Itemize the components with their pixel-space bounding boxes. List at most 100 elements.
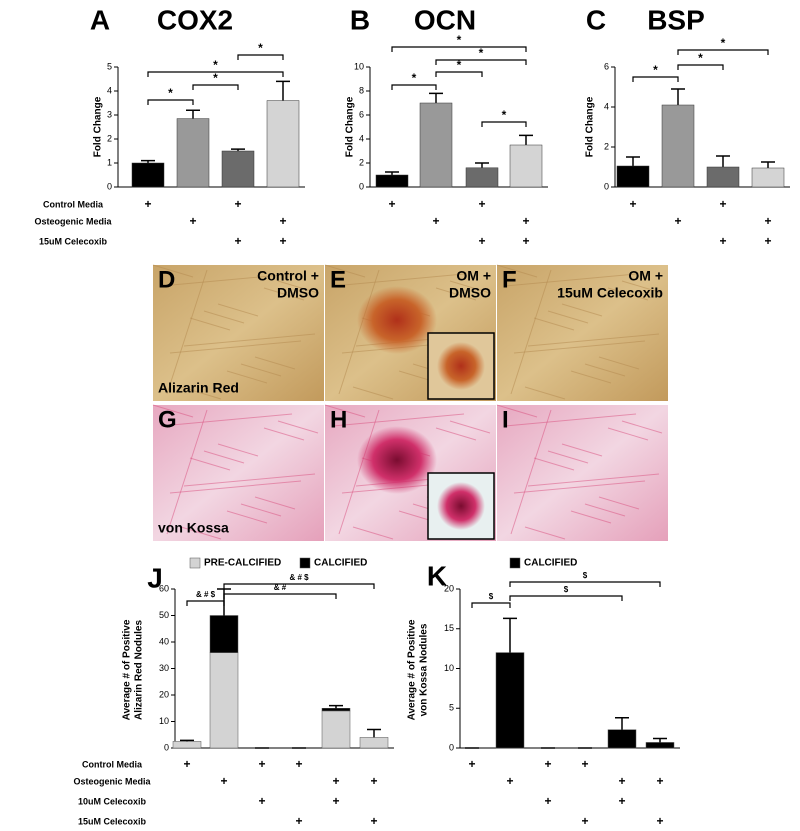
fiber (183, 333, 316, 347)
fiber (217, 303, 259, 317)
condition-mark: + (370, 774, 377, 788)
y-axis-label: Average # of Positive (122, 619, 133, 720)
fiber (352, 526, 394, 540)
fiber (189, 457, 231, 471)
error-bar (329, 704, 343, 709)
condition-mark: + (764, 214, 771, 228)
panel-letter: C (586, 4, 606, 35)
y-tick-label: 0 (107, 181, 112, 191)
fiber (332, 273, 465, 287)
inset-nodule (437, 342, 485, 390)
condition-mark: + (220, 774, 227, 788)
chart-title: OCN (414, 4, 476, 35)
fiber (332, 413, 465, 427)
y-axis-label: Fold Change (585, 96, 596, 157)
fiber (338, 269, 380, 395)
fiber (607, 427, 649, 441)
y-tick-label: 40 (159, 636, 169, 646)
error-bar (231, 148, 245, 151)
condition-mark: + (764, 234, 771, 248)
legend-swatch (189, 557, 201, 569)
fiber (226, 370, 268, 384)
condition-mark: + (432, 214, 439, 228)
significance-label: * (457, 58, 462, 72)
fiber (504, 413, 637, 427)
fiber (169, 480, 302, 494)
fiber (338, 409, 380, 535)
significance-bracket (677, 64, 724, 70)
condition-mark: + (295, 757, 302, 771)
fiber (435, 427, 477, 441)
fiber (449, 280, 491, 294)
fiber (152, 404, 194, 418)
fiber (152, 264, 194, 278)
significance-bracket (391, 84, 437, 90)
fiber (324, 404, 366, 418)
error-bar (367, 728, 381, 738)
fiber (496, 264, 538, 278)
significance-label: $ (583, 571, 588, 580)
image-caption: 15uM Celecoxib (557, 285, 663, 301)
condition-mark: + (522, 214, 529, 228)
condition-label: 15uM Celecoxib (39, 236, 108, 246)
y-tick-label: 15 (444, 623, 454, 633)
fiber (435, 287, 477, 301)
error-bar (761, 161, 775, 168)
significance-label: * (213, 58, 218, 72)
condition-label: Osteogenic Media (73, 776, 151, 786)
bar (221, 150, 255, 188)
condition-mark: + (144, 197, 151, 211)
fiber (203, 310, 245, 324)
significance-bracket (147, 99, 194, 105)
fiber (449, 420, 491, 434)
bar-segment (607, 729, 637, 749)
condition-mark: + (332, 794, 339, 808)
y-tick-label: 6 (604, 61, 609, 71)
fiber (277, 420, 319, 434)
significance-bracket (223, 583, 375, 589)
y-tick-label: 30 (159, 663, 169, 673)
error-bar (626, 156, 640, 166)
bar-segment (359, 737, 389, 749)
significance-label: * (502, 108, 507, 122)
significance-bracket (632, 76, 679, 82)
fiber (598, 496, 640, 510)
y-tick-label: 4 (604, 101, 609, 111)
micrograph (153, 265, 324, 401)
micrograph (497, 265, 668, 401)
error-bar (653, 737, 667, 743)
significance-bracket (677, 49, 769, 55)
significance-bracket (147, 71, 284, 77)
error-bar (503, 617, 517, 653)
fiber (496, 404, 538, 418)
panel-letter: A (90, 4, 110, 35)
significance-bracket (192, 84, 239, 90)
condition-mark: + (332, 774, 339, 788)
y-tick-label: 0 (449, 742, 454, 752)
significance-bracket (186, 600, 225, 606)
fiber (160, 273, 293, 287)
legend-label: CALCIFIED (524, 558, 577, 569)
image-caption: DMSO (449, 285, 491, 301)
significance-label: & # (274, 583, 287, 592)
bar (465, 167, 499, 188)
y-tick-label: 60 (159, 583, 169, 593)
bar (509, 144, 543, 188)
panel-letter: J (147, 562, 163, 593)
fiber (352, 386, 394, 400)
condition-mark: + (258, 794, 265, 808)
condition-mark: + (719, 197, 726, 211)
fiber (524, 526, 566, 540)
significance-bracket (509, 581, 661, 587)
y-tick-label: 2 (107, 133, 112, 143)
condition-label: Control Media (82, 759, 143, 769)
fiber (254, 496, 296, 510)
condition-mark: + (581, 757, 588, 771)
bar (661, 104, 695, 188)
y-tick-label: 5 (449, 703, 454, 713)
bar (419, 102, 453, 188)
y-tick-label: 0 (604, 181, 609, 191)
fiber (189, 317, 231, 331)
bar (176, 118, 210, 188)
